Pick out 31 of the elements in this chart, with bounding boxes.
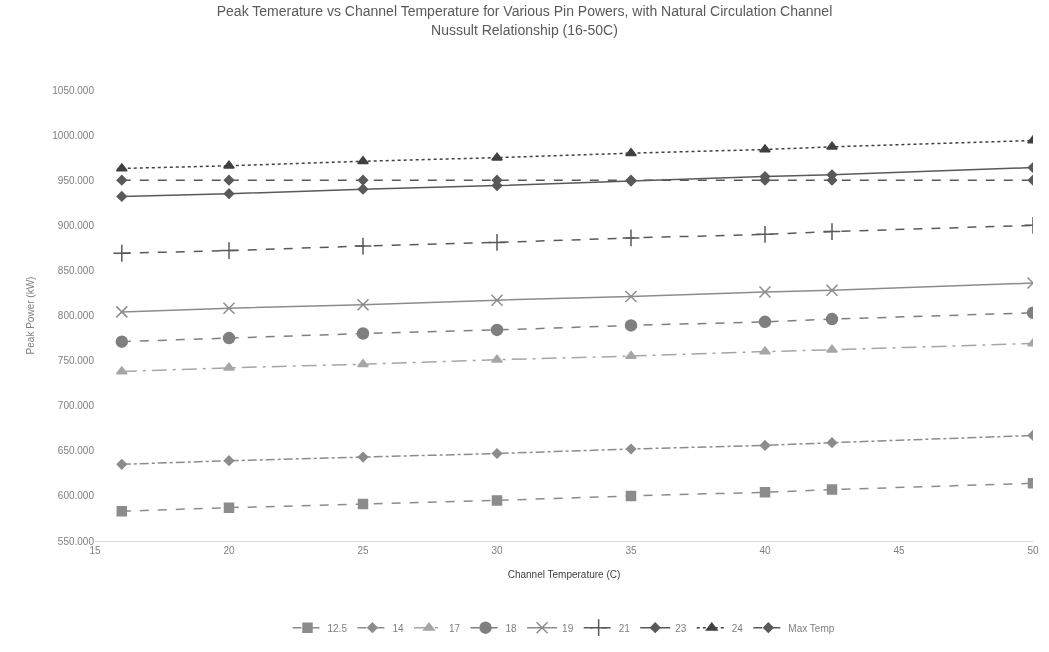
legend-label: 24 <box>731 622 744 634</box>
legend-label: Max Temp <box>788 622 835 634</box>
legend-label: 18 <box>505 622 518 634</box>
y-tick-label: 600.000 <box>57 490 95 502</box>
y-tick-label: 1050.000 <box>52 84 95 96</box>
y-tick-label: 700.000 <box>57 400 95 412</box>
chart-title: Peak Temerature vs Channel Temperature for Various Pin Powers, with Natural Circulation Channel Nussult Relationship (16-50C) <box>216 3 833 38</box>
x-tick-label: 30 <box>491 545 503 556</box>
y-tick-label: 650.000 <box>57 445 95 457</box>
x-tick-label: 40 <box>759 545 771 556</box>
y-axis-title: Peak Power (kW) <box>25 276 37 355</box>
y-tick-label: 1000.000 <box>52 129 95 141</box>
y-tick-label: 900.000 <box>57 219 95 231</box>
legend-label: 23 <box>675 622 687 634</box>
legend-label: 12.5 <box>327 622 348 634</box>
x-tick-label: 15 <box>89 545 101 556</box>
y-tick-label: 850.000 <box>57 264 95 276</box>
legend-label: 14 <box>392 622 404 634</box>
x-axis-title: Channel Temperature (C) <box>507 568 621 580</box>
legend-label: 21 <box>618 622 631 634</box>
y-tick-label: 800.000 <box>57 310 95 321</box>
legend-label: 19 <box>562 622 574 634</box>
y-tick-label: 750.000 <box>57 355 95 367</box>
x-tick-label: 25 <box>357 545 369 556</box>
x-tick-label: 45 <box>893 545 905 556</box>
x-tick-label: 20 <box>223 545 235 556</box>
x-tick-label: 35 <box>625 545 637 556</box>
legend-label: 17 <box>448 622 461 634</box>
x-tick-label: 50 <box>1027 545 1039 556</box>
y-tick-label: 950.000 <box>57 174 95 186</box>
y-tick-label: 550.000 <box>57 535 95 547</box>
